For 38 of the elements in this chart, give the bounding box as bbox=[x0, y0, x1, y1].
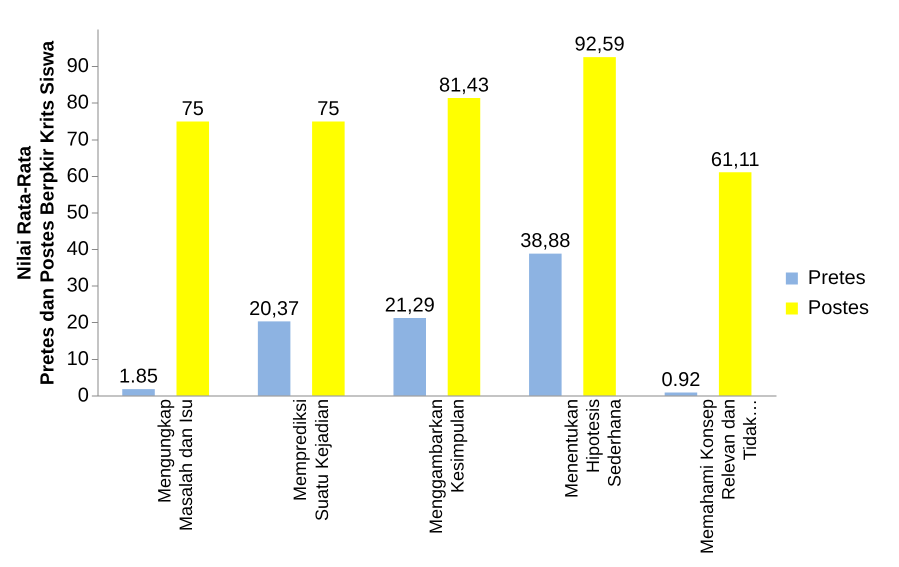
y-tick-label: 30 bbox=[66, 274, 89, 297]
x-tick-label: Menggambarkan Kesimpulan bbox=[426, 398, 468, 534]
data-label: 20,37 bbox=[249, 298, 300, 320]
y-axis-title: Nilai Rata-Rata Pretes dan Postes Berpkir Krits Siswa bbox=[14, 40, 58, 386]
data-label: 81,43 bbox=[438, 74, 490, 96]
x-tick-label: Memahami Konsep Relevan dan Tidak… bbox=[697, 398, 760, 554]
bar bbox=[122, 389, 155, 396]
data-label: 0.92 bbox=[661, 369, 700, 392]
x-tick-label: Memprediksi Suatu Kejadian bbox=[290, 398, 332, 522]
y-tick-label: 10 bbox=[66, 348, 89, 370]
y-tick-label: 90 bbox=[66, 55, 89, 78]
bar bbox=[176, 121, 210, 396]
data-label: 21,29 bbox=[384, 294, 435, 317]
data-label: 38,88 bbox=[520, 230, 570, 252]
bar bbox=[312, 121, 345, 396]
y-tick-label: 40 bbox=[66, 238, 89, 260]
bar bbox=[448, 98, 480, 396]
data-label: 75 bbox=[182, 98, 204, 120]
bar bbox=[718, 172, 752, 396]
bar bbox=[583, 57, 616, 396]
bar bbox=[258, 321, 290, 396]
bar bbox=[393, 318, 426, 396]
x-tick-label: Mengungkap Masalah dan Isu bbox=[154, 398, 196, 532]
x-tick-label: Menentukan Hipotesis Sederhana bbox=[561, 398, 625, 498]
data-label: 61,11 bbox=[710, 148, 760, 171]
y-tick-label: 60 bbox=[66, 164, 89, 187]
y-tick-label: 20 bbox=[66, 311, 89, 334]
y-tick-label: 70 bbox=[66, 128, 89, 150]
data-label: 92,59 bbox=[574, 34, 625, 56]
y-tick-label: 0 bbox=[78, 384, 89, 406]
legend-label: Pretes bbox=[808, 267, 866, 290]
data-label: 75 bbox=[317, 98, 340, 120]
data-label: 1.85 bbox=[119, 366, 158, 388]
y-tick-label: 50 bbox=[66, 201, 89, 224]
bar bbox=[664, 392, 698, 396]
y-tick-label: 80 bbox=[66, 92, 89, 114]
legend-label: Postes bbox=[808, 297, 870, 320]
bar bbox=[529, 254, 562, 396]
